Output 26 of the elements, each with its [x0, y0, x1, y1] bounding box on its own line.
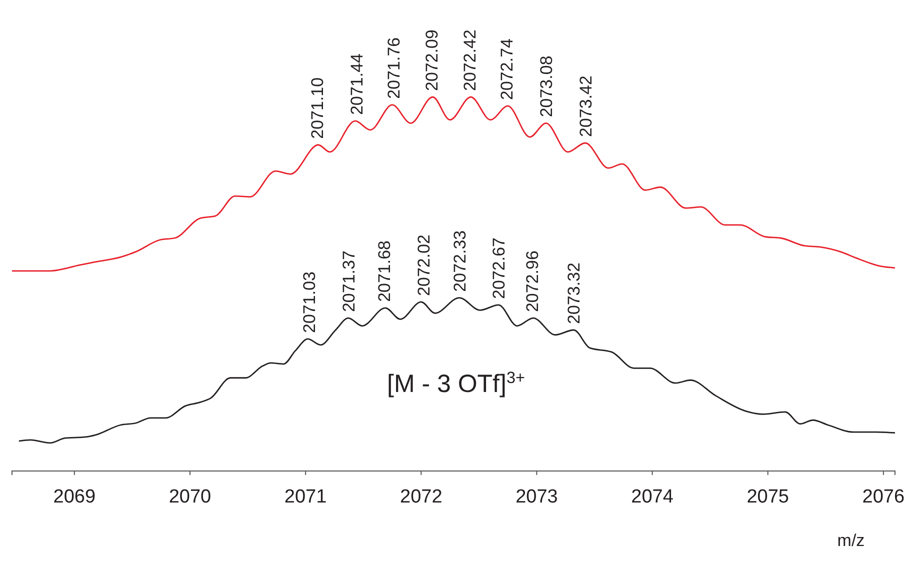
annotation: 2071.10: [308, 77, 328, 139]
annotation: 2073.32: [564, 262, 584, 324]
annotation: 2071.68: [375, 240, 394, 302]
x-tick-label: 2072: [400, 486, 442, 508]
annotation: 2071.44: [347, 53, 366, 115]
annotation: 2073.08: [536, 56, 556, 118]
annotation: 2072.42: [460, 30, 480, 91]
x-tick-label: 2076: [862, 486, 905, 508]
x-tick-label: 2070: [168, 486, 212, 508]
x-tick-label: 2069: [53, 486, 96, 508]
x-axis-title: m/z: [837, 531, 865, 550]
annotation: 2072.09: [422, 30, 442, 91]
annotation: 2072.96: [523, 250, 542, 312]
annotation: 2071.03: [300, 272, 320, 333]
x-tick-label: 2075: [746, 486, 790, 508]
x-tick-label: 2071: [284, 486, 327, 508]
annotation: 2073.42: [576, 76, 596, 137]
annotation: 2072.74: [498, 38, 517, 100]
x-tick-label: 2073: [516, 486, 558, 508]
x-tick-label: 2074: [631, 486, 674, 508]
annotation: 2071.76: [384, 37, 404, 99]
annotation: [M - 3 OTf]$^{3+}$: [387, 369, 525, 398]
annotation: 2071.37: [339, 250, 358, 312]
annotation: 2072.02: [414, 234, 434, 296]
annotation: 2072.33: [450, 230, 470, 292]
annotation: 2072.67: [490, 237, 509, 299]
